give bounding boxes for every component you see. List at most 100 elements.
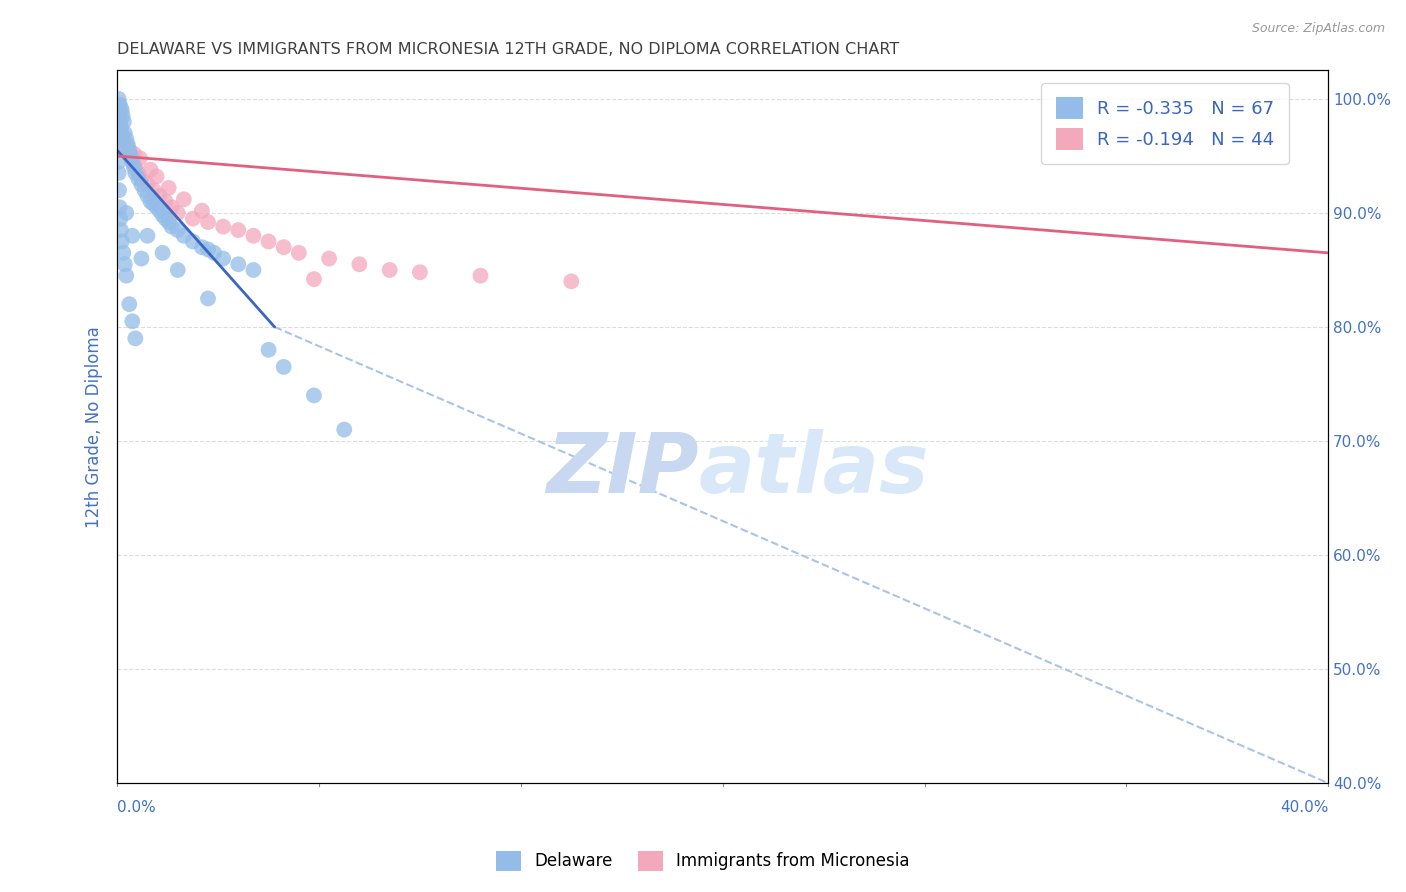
Point (148, 189, 170, 203)
Point (173, 192, 195, 206)
Point (117, 137, 139, 152)
Point (191, 203, 214, 218)
Point (110, 223, 132, 237)
Point (197, 292, 219, 306)
Point (152, 245, 174, 260)
Point (136, 178, 159, 192)
Point (302, 272, 325, 286)
Point (191, 240, 214, 254)
Point (111, 109, 134, 123)
Point (173, 228, 195, 243)
Point (242, 263, 264, 277)
Point (127, 166, 149, 180)
Point (107, 92, 129, 106)
Point (470, 268, 492, 283)
Point (111, 126, 134, 140)
Point (115, 268, 138, 283)
Point (115, 132, 138, 146)
Point (110, 120, 132, 135)
Point (134, 183, 156, 197)
Point (166, 206, 188, 220)
Text: atlas: atlas (699, 429, 929, 510)
Point (155, 194, 177, 209)
Point (115, 143, 138, 157)
Point (242, 228, 264, 243)
Point (202, 245, 225, 260)
Point (136, 189, 159, 203)
Point (226, 223, 249, 237)
Point (114, 257, 136, 271)
Point (197, 243, 219, 257)
Point (145, 200, 167, 214)
Point (117, 140, 139, 154)
Point (157, 181, 180, 195)
Point (273, 359, 295, 374)
Point (148, 203, 170, 218)
Point (112, 135, 135, 149)
Point (273, 240, 295, 254)
Point (118, 149, 141, 163)
Point (131, 252, 153, 266)
Point (107, 143, 129, 157)
Point (108, 103, 131, 118)
Point (136, 228, 159, 243)
Point (288, 245, 311, 260)
Point (257, 235, 280, 249)
Point (108, 97, 131, 112)
Point (108, 109, 131, 123)
Point (560, 274, 582, 288)
Point (108, 200, 131, 214)
Point (128, 151, 150, 165)
Point (349, 257, 371, 271)
Point (124, 161, 146, 175)
Point (121, 154, 143, 169)
Point (226, 257, 249, 271)
Text: Source: ZipAtlas.com: Source: ZipAtlas.com (1251, 22, 1385, 36)
Point (139, 194, 162, 209)
Point (108, 114, 131, 128)
Point (157, 215, 180, 229)
Point (152, 208, 174, 222)
Point (120, 149, 142, 163)
Point (127, 171, 149, 186)
Point (110, 101, 132, 115)
Legend: R = -0.335   N = 67, R = -0.194   N = 44: R = -0.335 N = 67, R = -0.194 N = 44 (1042, 83, 1289, 164)
Point (110, 109, 132, 123)
Point (181, 211, 204, 226)
Point (111, 132, 134, 146)
Text: 0.0%: 0.0% (117, 800, 156, 815)
Point (160, 200, 183, 214)
Point (302, 388, 325, 402)
Point (333, 423, 356, 437)
Point (160, 219, 183, 234)
Point (257, 343, 280, 357)
Point (118, 297, 141, 311)
Point (131, 171, 153, 186)
Point (197, 215, 219, 229)
Point (131, 178, 153, 192)
Point (111, 103, 134, 118)
Point (124, 331, 146, 345)
Point (107, 97, 129, 112)
Point (378, 263, 401, 277)
Point (145, 169, 167, 184)
Text: 40.0%: 40.0% (1279, 800, 1329, 815)
Point (166, 223, 188, 237)
Point (107, 166, 129, 180)
Point (108, 114, 131, 128)
Point (122, 161, 145, 175)
Point (212, 252, 235, 266)
Point (107, 154, 129, 169)
Point (212, 219, 235, 234)
Point (121, 314, 143, 328)
Point (112, 114, 135, 128)
Point (166, 263, 188, 277)
Point (142, 183, 165, 197)
Point (111, 235, 134, 249)
Point (121, 154, 143, 169)
Point (139, 162, 162, 177)
Point (122, 146, 145, 161)
Point (107, 105, 129, 120)
Point (142, 197, 165, 211)
Point (108, 183, 131, 197)
